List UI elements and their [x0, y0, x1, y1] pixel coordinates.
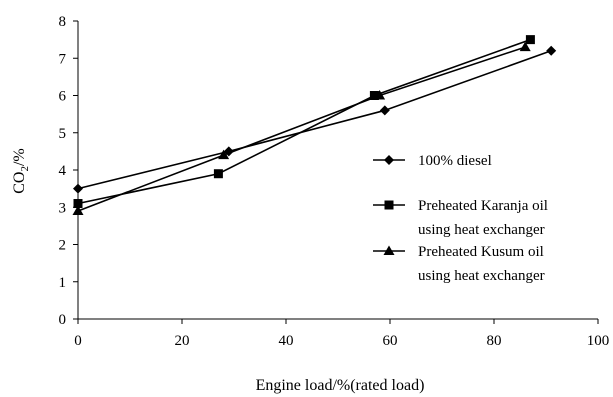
y-tick-label: 3	[59, 200, 67, 216]
legend-entry: 100% diesel	[373, 153, 492, 169]
x-tick-label: 80	[487, 333, 502, 349]
series-line	[77, 46, 526, 212]
legend: 100% diesel Preheated Karanja oil using he…	[373, 153, 548, 284]
x-tick-label: 0	[74, 333, 82, 349]
x-axis-label: Engine load/%(rated load)	[256, 377, 425, 394]
x-tick-label: 40	[279, 333, 294, 349]
legend-label: Preheated Karanja oil	[418, 198, 548, 214]
y-axis-label: CO2/%	[11, 148, 31, 194]
y-tick-label: 7	[59, 51, 67, 67]
data-point	[72, 205, 84, 215]
y-axis-label-main: CO	[11, 172, 28, 194]
legend-entry: Preheated Kusum oil using heat exchanger	[373, 244, 545, 284]
legend-marker	[384, 155, 394, 165]
data-point	[73, 183, 83, 194]
x-tick-label: 60	[383, 333, 398, 349]
series-line	[77, 50, 552, 190]
y-tick-label: 5	[59, 126, 67, 142]
data-point	[218, 149, 230, 160]
series-layer	[72, 35, 557, 215]
y-tick-label: 4	[59, 163, 67, 179]
series-square	[73, 35, 535, 209]
x-tick-label: 100	[587, 333, 610, 349]
y-axis-label-sub: 2	[19, 166, 31, 172]
y-axis-label-suffix: /%	[11, 148, 28, 166]
legend-label: 100% diesel	[418, 153, 492, 169]
data-point	[73, 199, 83, 209]
y-tick-label: 2	[59, 238, 67, 254]
legend-label: Preheated Kusum oil	[418, 244, 544, 260]
data-point	[213, 169, 223, 179]
data-point	[379, 105, 390, 116]
x-tick-label: 20	[175, 333, 190, 349]
legend-label: using heat exchanger	[418, 268, 545, 284]
series-triangle	[72, 41, 531, 215]
y-tick-label: 6	[59, 89, 67, 105]
data-point	[374, 90, 386, 100]
data-point	[546, 45, 557, 56]
y-tick-label: 0	[59, 312, 67, 328]
axes: 0 20 40 60 80 100 0 1 2 3 4 5 6 7 8	[59, 14, 610, 349]
series-diamond	[73, 45, 557, 194]
y-tick-label: 8	[59, 14, 67, 30]
legend-label: using heat exchanger	[418, 222, 545, 238]
data-point	[519, 41, 531, 52]
legend-entry: Preheated Karanja oil using heat exchange…	[373, 198, 548, 238]
legend-marker	[383, 245, 395, 255]
data-point	[525, 35, 535, 45]
data-point	[369, 91, 379, 100]
y-tick-label: 1	[59, 275, 67, 291]
legend-marker	[384, 200, 394, 210]
series-line	[77, 38, 531, 205]
